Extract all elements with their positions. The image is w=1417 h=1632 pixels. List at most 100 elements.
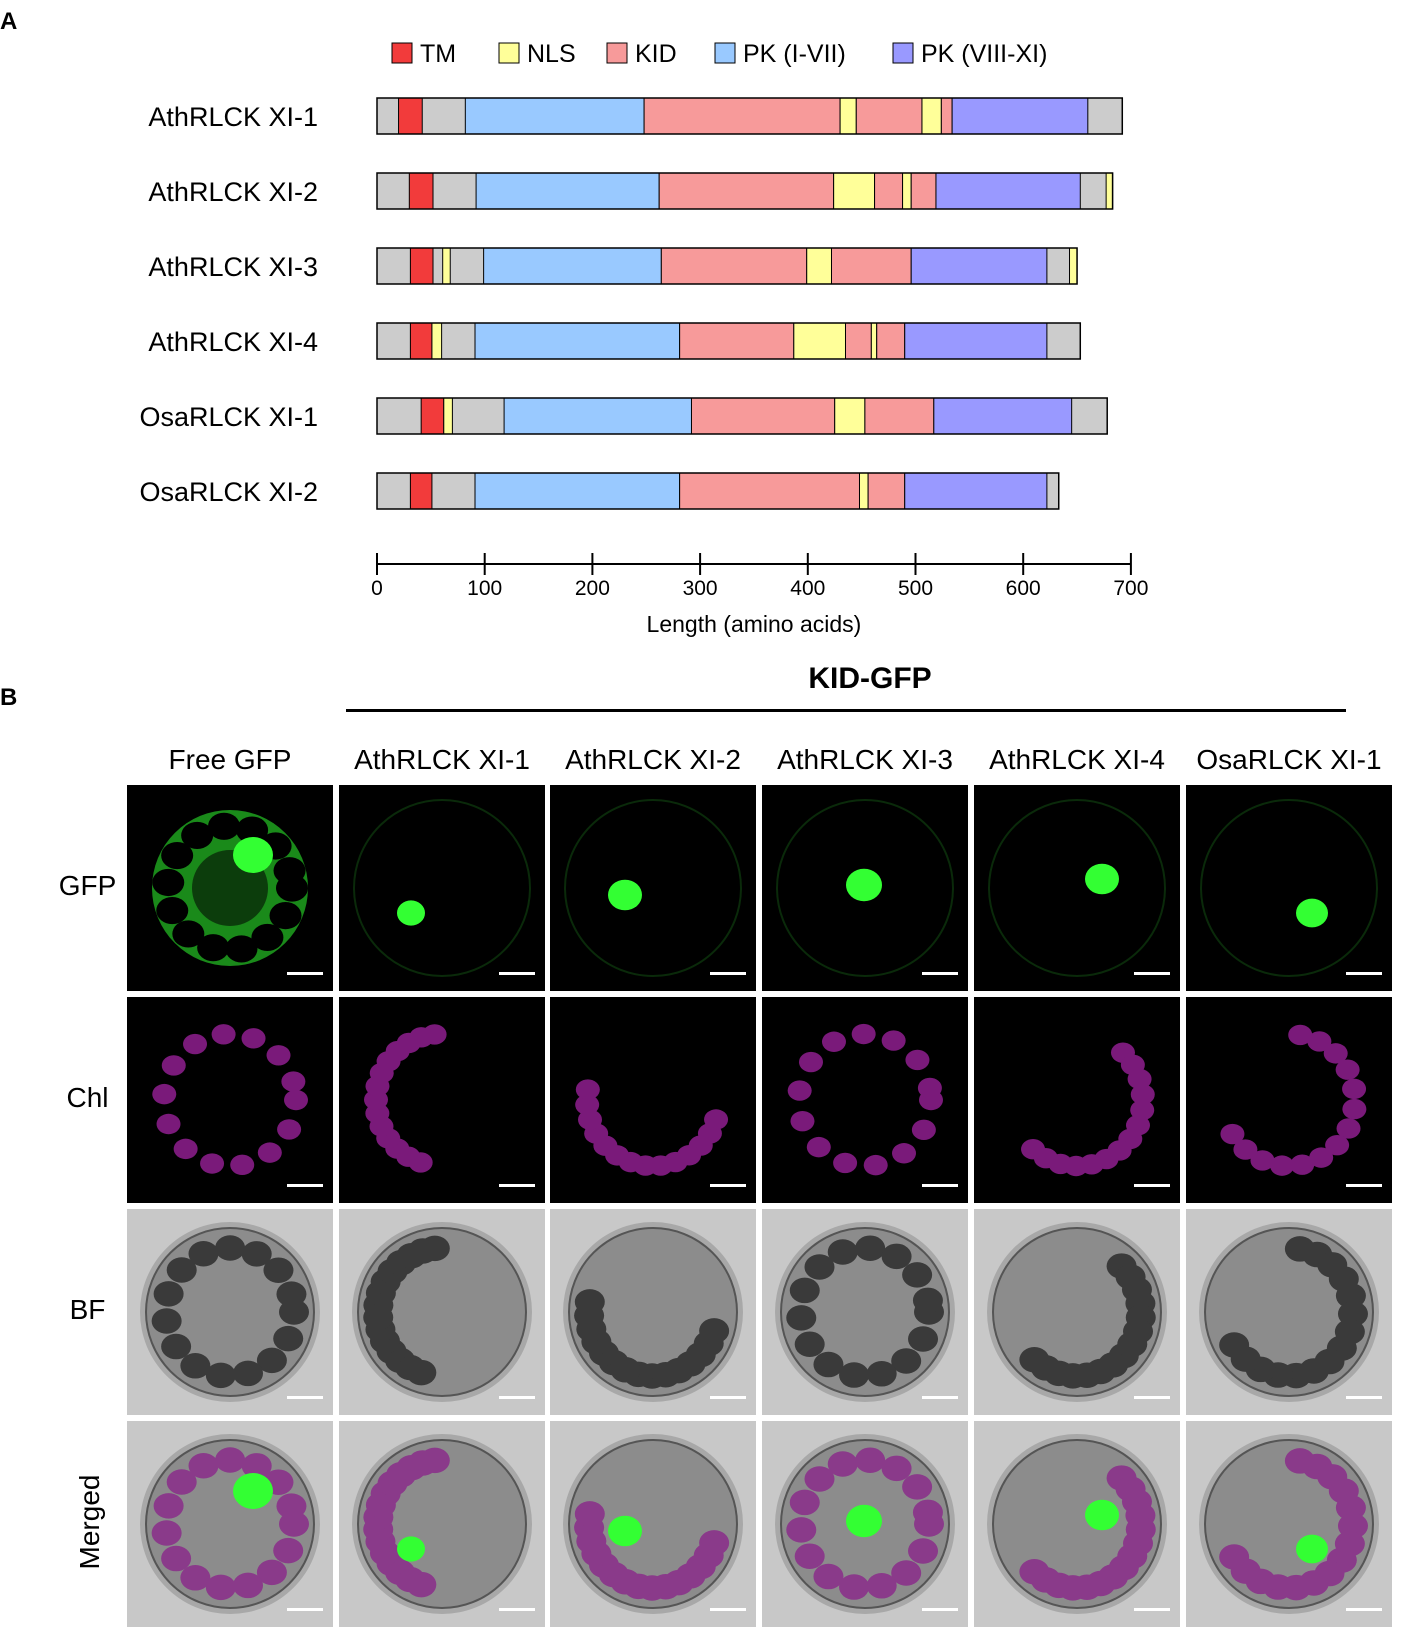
protein-outline-4 [376, 397, 1108, 435]
domain-4-1 [443, 397, 453, 435]
x-tick-label-3: 300 [683, 577, 718, 600]
column-header-free-gfp: Free GFP [168, 744, 292, 775]
protein-outline-5 [376, 472, 1060, 510]
panel-a-letter: A [0, 8, 18, 35]
bf-image-athrlck-xi-4 [974, 1209, 1180, 1415]
x-tick-label-0: 0 [371, 577, 383, 600]
legend-label-4: PK (VIII-XI) [921, 40, 1047, 68]
domain-1-0 [408, 172, 434, 210]
x-tick-label-6: 600 [1006, 577, 1041, 600]
merged-image-athrlck-xi-2 [550, 1421, 756, 1627]
domain-architecture-chart: TM NLS KID PK (I-VII) PK (VIII-XI) AthRLCK XI… [139, 40, 1148, 637]
domain-0-5 [921, 97, 942, 135]
row-header-merged: Merged [74, 1474, 105, 1570]
domain-2-3 [660, 247, 808, 285]
domain-1-7 [935, 172, 1081, 210]
chl-image-osarlck-xi-1 [1186, 997, 1392, 1203]
domain-1-3 [833, 172, 876, 210]
protein-outline-1 [376, 172, 1114, 210]
domain-2-2 [483, 247, 662, 285]
domain-1-2 [658, 172, 835, 210]
scale-bar [1134, 1396, 1170, 1399]
merged-image-free-gfp [127, 1421, 333, 1627]
bf-image-athrlck-xi-1 [339, 1209, 545, 1415]
protein-label-4: OsaRLCK XI-1 [139, 402, 318, 432]
legend-label-2: KID [635, 40, 677, 68]
scale-bar [1346, 1184, 1382, 1187]
domain-0-4 [855, 97, 923, 135]
scale-bar [287, 1396, 323, 1399]
legend-label-3: PK (I-VII) [743, 40, 846, 68]
domain-0-3 [839, 97, 857, 135]
domain-0-7 [951, 97, 1089, 135]
bf-image-free-gfp [127, 1209, 333, 1415]
chl-image-athrlck-xi-3 [762, 997, 968, 1203]
legend-label-0: TM [420, 40, 456, 68]
merged-image-athrlck-xi-3 [762, 1421, 968, 1627]
scale-bar [287, 1608, 323, 1611]
bf-image-osarlck-xi-1 [1186, 1209, 1392, 1415]
domain-4-6 [933, 397, 1073, 435]
domain-1-8 [1105, 172, 1114, 210]
scale-bar [1346, 972, 1382, 975]
domain-3-1 [431, 322, 443, 360]
domain-3-5 [844, 322, 872, 360]
row-header-bf: BF [69, 1294, 106, 1325]
domain-2-0 [409, 247, 434, 285]
gfp-image-athrlck-xi-3 [762, 785, 968, 991]
domain-4-2 [503, 397, 692, 435]
legend-swatch-1 [498, 42, 520, 64]
domain-3-0 [409, 322, 433, 360]
column-header-athrlck-xi-1: AthRLCK XI-1 [354, 744, 530, 775]
gfp-image-athrlck-xi-2 [550, 785, 756, 991]
scale-bar [710, 1396, 746, 1399]
domain-4-4 [834, 397, 866, 435]
x-tick-label-5: 500 [898, 577, 933, 600]
scale-bar [710, 972, 746, 975]
domain-2-7 [1069, 247, 1078, 285]
merged-image-athrlck-xi-4 [974, 1421, 1180, 1627]
domain-1-5 [902, 172, 912, 210]
kid-gfp-title: KID-GFP [808, 662, 932, 695]
domain-5-4 [867, 472, 906, 510]
protein-label-3: AthRLCK XI-4 [148, 327, 318, 357]
domain-0-6 [940, 97, 953, 135]
merged-image-osarlck-xi-1 [1186, 1421, 1392, 1627]
x-tick-label-1: 100 [467, 577, 502, 600]
domain-1-6 [910, 172, 937, 210]
x-tick-label-2: 200 [575, 577, 610, 600]
scale-bar [922, 1396, 958, 1399]
gfp-image-athrlck-xi-4 [974, 785, 1180, 991]
domain-1-1 [475, 172, 660, 210]
protein-outline-2 [376, 247, 1078, 285]
scale-bar [710, 1608, 746, 1611]
domain-2-6 [910, 247, 1048, 285]
x-tick-label-4: 400 [790, 577, 825, 600]
scale-bar [1134, 1184, 1170, 1187]
domain-2-4 [806, 247, 832, 285]
scale-bar [922, 972, 958, 975]
domain-3-2 [474, 322, 681, 360]
protein-label-1: AthRLCK XI-2 [148, 177, 318, 207]
domain-2-5 [830, 247, 912, 285]
scale-bar [287, 972, 323, 975]
chl-image-athrlck-xi-2 [550, 997, 756, 1203]
domain-0-2 [643, 97, 841, 135]
domain-2-1 [442, 247, 451, 285]
scale-bar [499, 1396, 535, 1399]
chl-image-athrlck-xi-4 [974, 997, 1180, 1203]
row-header-gfp: GFP [58, 870, 117, 901]
scale-bar [710, 1184, 746, 1187]
domain-1-4 [874, 172, 904, 210]
legend-swatch-3 [714, 42, 736, 64]
x-tick-label-7: 700 [1113, 577, 1148, 600]
row-header-chl: Chl [66, 1082, 109, 1113]
protein-outline-3 [376, 322, 1082, 360]
domain-5-3 [858, 472, 869, 510]
gfp-image-athrlck-xi-1 [339, 785, 545, 991]
scale-bar [922, 1184, 958, 1187]
domain-3-8 [904, 322, 1048, 360]
scale-bar [1346, 1396, 1382, 1399]
domain-3-7 [876, 322, 906, 360]
column-header-athrlck-xi-2: AthRLCK XI-2 [565, 744, 741, 775]
